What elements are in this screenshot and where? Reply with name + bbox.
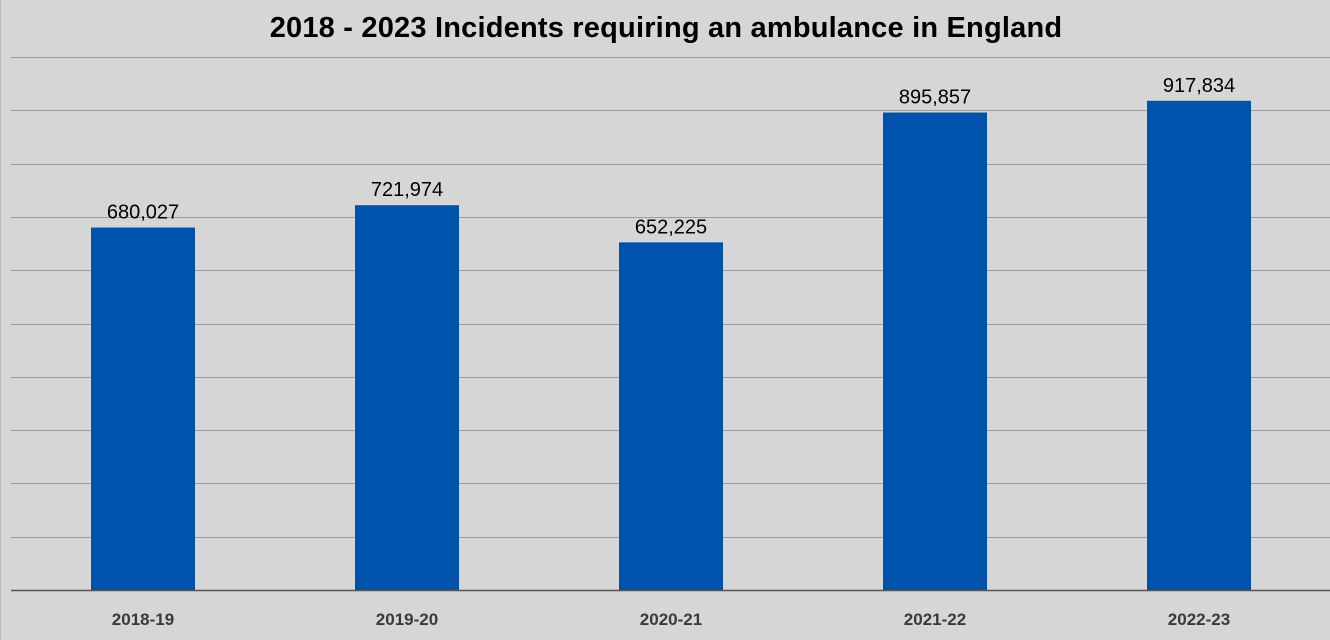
bar-2020-21 bbox=[619, 242, 723, 590]
x-tick-label-2022-23: 2022-23 bbox=[1168, 610, 1230, 629]
x-tick-label-2020-21: 2020-21 bbox=[640, 610, 702, 629]
data-labels: 680,027 721,974 652,225 895,857 917,834 bbox=[107, 75, 1235, 239]
bars bbox=[91, 100, 1251, 591]
data-label-2021-22: 895,857 bbox=[899, 87, 971, 109]
x-tick-label-2019-20: 2019-20 bbox=[376, 610, 438, 629]
data-label-2020-21: 652,225 bbox=[635, 216, 707, 238]
bar-2018-19 bbox=[91, 227, 195, 591]
bar-2022-23 bbox=[1147, 100, 1251, 590]
data-label-2022-23: 917,834 bbox=[1163, 75, 1235, 97]
chart-title: 2018 - 2023 Incidents requiring an ambul… bbox=[269, 12, 1063, 44]
x-tick-label-2021-22: 2021-22 bbox=[904, 610, 966, 629]
x-axis-tick-labels: 2018-19 2019-20 2020-21 2021-22 2022-23 bbox=[112, 610, 1230, 629]
data-label-2018-19: 680,027 bbox=[107, 202, 179, 224]
bar-2019-20 bbox=[355, 205, 459, 590]
data-label-2019-20: 721,974 bbox=[371, 179, 443, 201]
bar-2021-22 bbox=[883, 112, 987, 591]
x-tick-label-2018-19: 2018-19 bbox=[112, 610, 174, 629]
